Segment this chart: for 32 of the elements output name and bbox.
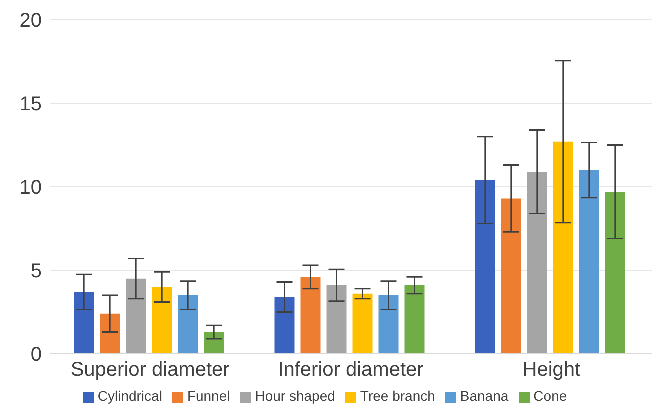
bar <box>404 286 425 354</box>
legend-label: Funnel <box>187 388 230 404</box>
y-tick-label: 15 <box>20 94 42 116</box>
legend-label: Banana <box>460 388 509 404</box>
y-tick-label: 20 <box>20 10 42 32</box>
bar <box>501 198 522 354</box>
legend-label: Tree branch <box>360 388 436 404</box>
bar <box>274 297 295 354</box>
bar <box>326 286 347 354</box>
y-tick-label: 0 <box>30 344 42 366</box>
y-tick-label: 5 <box>30 260 42 283</box>
bar <box>527 172 548 354</box>
x-tick-label: Superior diameter <box>70 359 230 382</box>
legend-label: Cylindrical <box>98 388 162 404</box>
y-tick-label: 10 <box>20 177 42 200</box>
legend-label: Hour shaped <box>255 388 336 404</box>
bar <box>475 180 496 354</box>
bar <box>579 170 600 354</box>
bar <box>605 192 626 354</box>
bar <box>100 314 120 354</box>
bar <box>152 287 172 354</box>
bar <box>378 296 399 354</box>
legend-label: Cone <box>534 388 568 404</box>
bar <box>126 278 146 354</box>
bar <box>352 294 373 354</box>
bar <box>74 292 94 354</box>
x-tick-label: Inferior diameter <box>278 359 424 382</box>
bar <box>204 332 224 354</box>
x-tick-label: Height <box>522 359 582 382</box>
bar <box>553 142 574 354</box>
bar <box>300 277 321 354</box>
bar <box>178 296 198 354</box>
